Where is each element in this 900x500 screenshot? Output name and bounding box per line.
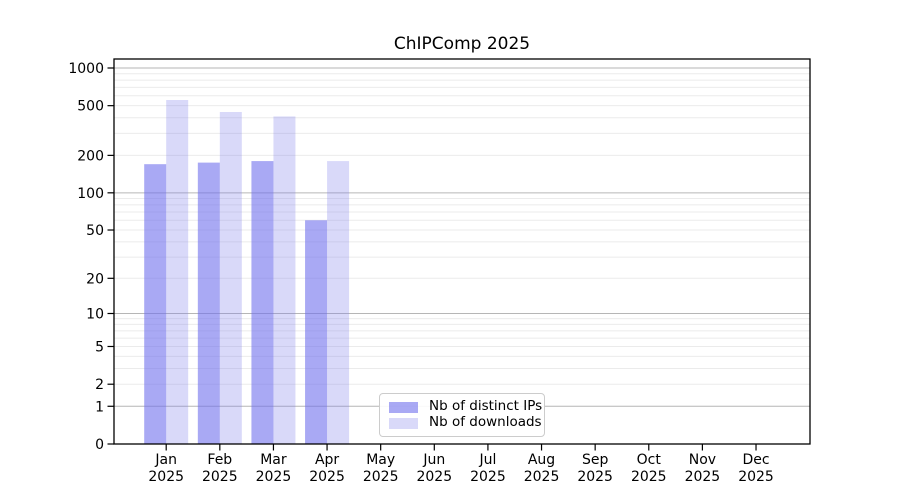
x-tick-label-month: Jun bbox=[422, 452, 445, 468]
legend-item-downloads: Nb of downloads bbox=[389, 415, 542, 431]
x-tick-label-month: Mar bbox=[260, 452, 287, 468]
legend: Nb of distinct IPs Nb of downloads bbox=[379, 393, 545, 437]
bar-downloads-apr bbox=[327, 161, 350, 444]
x-tick-label-month: Aug bbox=[528, 452, 555, 468]
legend-label-downloads: Nb of downloads bbox=[429, 414, 542, 431]
y-tick-label: 20 bbox=[86, 271, 104, 287]
x-tick-label-year: 2025 bbox=[309, 469, 345, 485]
y-tick-label: 500 bbox=[77, 99, 104, 115]
bar-downloads-feb bbox=[219, 111, 242, 444]
legend-swatch-distinct-ips-icon bbox=[389, 401, 418, 413]
x-tick-label-year: 2025 bbox=[738, 469, 774, 485]
axis-frame bbox=[113, 58, 811, 445]
x-tick-label-year: 2025 bbox=[685, 469, 721, 485]
legend-label-distinct-ips: Nb of distinct IPs bbox=[429, 398, 543, 415]
bar-distinct-ips-feb bbox=[197, 162, 220, 444]
x-tick-label-year: 2025 bbox=[202, 469, 238, 485]
x-tick-label-year: 2025 bbox=[148, 469, 184, 485]
x-tick-label-year: 2025 bbox=[577, 469, 613, 485]
y-tick-label: 5 bbox=[95, 339, 104, 355]
x-tick-label-month: Sep bbox=[582, 452, 609, 468]
x-tick-label-year: 2025 bbox=[256, 469, 292, 485]
y-tick-label: 1000 bbox=[68, 61, 104, 77]
bar-downloads-mar bbox=[273, 116, 296, 444]
bar-distinct-ips-jan bbox=[144, 164, 167, 445]
y-tick-label: 10 bbox=[86, 306, 104, 322]
bar-downloads-jan bbox=[166, 100, 189, 444]
x-tick-label-month: May bbox=[366, 452, 395, 468]
chart-title: ChIPComp 2025 bbox=[393, 34, 531, 54]
x-tick-label-year: 2025 bbox=[631, 469, 667, 485]
x-tick-label-month: Jan bbox=[154, 452, 177, 468]
x-tick-label-month: Apr bbox=[315, 452, 339, 468]
x-tick-label-year: 2025 bbox=[363, 469, 399, 485]
y-tick-label: 2 bbox=[95, 377, 104, 393]
y-tick-label: 50 bbox=[86, 223, 104, 239]
x-tick-label-year: 2025 bbox=[470, 469, 506, 485]
legend-swatch-downloads-icon bbox=[389, 417, 418, 429]
x-tick-label-month: Oct bbox=[637, 452, 662, 468]
x-tick-label-year: 2025 bbox=[524, 469, 560, 485]
y-tick-label: 100 bbox=[77, 186, 104, 202]
bar-distinct-ips-apr bbox=[305, 220, 328, 444]
bar-distinct-ips-mar bbox=[251, 161, 274, 444]
x-tick-label-month: Jul bbox=[478, 452, 496, 468]
y-tick-label: 200 bbox=[77, 148, 104, 164]
legend-item-distinct-ips: Nb of distinct IPs bbox=[389, 399, 542, 415]
x-tick-label-month: Feb bbox=[207, 452, 232, 468]
x-tick-label-month: Dec bbox=[742, 452, 769, 468]
y-tick-label: 0 bbox=[95, 437, 104, 453]
y-tick-label: 1 bbox=[95, 399, 104, 415]
x-tick-label-year: 2025 bbox=[416, 469, 452, 485]
x-tick-label-month: Nov bbox=[689, 452, 716, 468]
